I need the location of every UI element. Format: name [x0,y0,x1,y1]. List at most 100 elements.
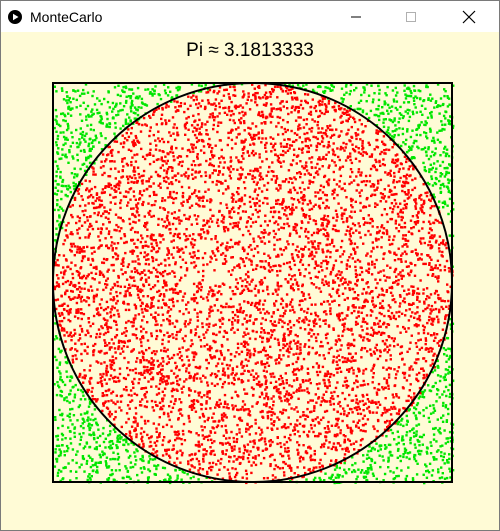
sample-point [127,308,131,312]
sample-point [179,249,182,252]
sample-point [53,247,56,251]
sample-point [325,390,328,393]
sample-point [364,125,367,128]
sample-point [230,196,233,199]
sample-point [349,281,352,284]
sample-point [283,213,286,216]
sample-point [356,246,359,249]
sample-point [149,142,152,145]
sample-point [221,322,224,325]
sample-point [304,164,307,167]
sample-point [284,409,288,412]
sample-point [362,336,366,339]
sample-point [110,263,113,267]
sample-point [442,114,446,118]
sample-point [59,413,62,417]
sample-point [87,144,90,148]
sample-point [110,187,113,190]
sample-point [417,339,420,342]
sample-point [197,478,200,481]
sample-point [260,141,263,144]
sample-point [417,324,420,327]
sample-point [275,299,278,303]
sample-point [104,307,108,311]
sample-point [258,383,261,387]
sample-point [190,163,194,167]
sample-point [238,266,241,269]
sample-point [433,409,437,412]
sample-point [130,180,133,184]
sample-point [158,416,161,419]
sample-point [409,135,413,139]
sample-point [404,93,407,96]
sample-point [280,145,283,148]
sample-point [191,168,194,171]
sample-point [426,447,429,450]
sample-point [145,258,148,261]
sample-point [263,276,267,280]
sample-point [231,256,234,259]
sample-point [398,117,401,120]
sample-point [115,294,119,298]
sample-point [289,144,292,147]
sample-point [216,291,219,294]
sample-point [389,354,392,357]
sample-point [110,440,114,443]
sample-point [308,319,311,323]
sample-point [257,235,260,238]
sample-point [61,424,64,428]
sample-point [293,311,296,314]
sample-point [289,88,292,91]
sample-point [211,441,214,445]
sample-point [247,172,250,176]
sample-point [260,431,264,434]
sample-point [133,416,136,419]
sample-point [359,152,363,155]
sample-point [172,132,175,135]
sample-point [60,190,63,193]
sample-point [85,188,88,192]
sample-point [206,384,210,387]
sample-point [168,131,171,134]
sample-point [285,178,288,181]
sample-point [383,332,386,335]
close-button[interactable] [446,1,492,32]
sample-point [140,308,144,311]
sample-point [319,470,323,473]
sample-point [379,152,382,156]
sample-point [125,95,128,98]
sample-point [215,221,219,224]
sample-point [307,351,311,354]
maximize-button[interactable] [388,1,434,32]
sample-point [240,199,244,202]
sample-point [239,310,242,314]
sample-point [118,406,121,409]
sample-point [110,399,113,402]
sample-point [309,328,312,331]
title-bar[interactable]: MonteCarlo [1,1,499,32]
sample-point [304,230,307,233]
sample-point [444,385,448,389]
sample-point [331,106,334,109]
minimize-button[interactable] [333,1,379,32]
sample-point [348,182,351,186]
sample-point [208,312,211,315]
sample-point [441,458,445,462]
sample-point [379,333,383,336]
sample-point [174,468,177,472]
sample-point [188,454,191,457]
sample-point [317,387,320,390]
sample-point [139,325,143,328]
sample-point [297,250,301,253]
sample-point [75,461,78,465]
sample-point [329,312,332,316]
sample-point [162,319,165,322]
sample-point [375,129,378,132]
sample-point [397,474,400,478]
sample-point [140,330,143,333]
sample-point [274,142,277,145]
sample-point [351,388,354,391]
sample-point [418,317,421,320]
sample-point [243,93,246,96]
sample-point [100,349,103,353]
